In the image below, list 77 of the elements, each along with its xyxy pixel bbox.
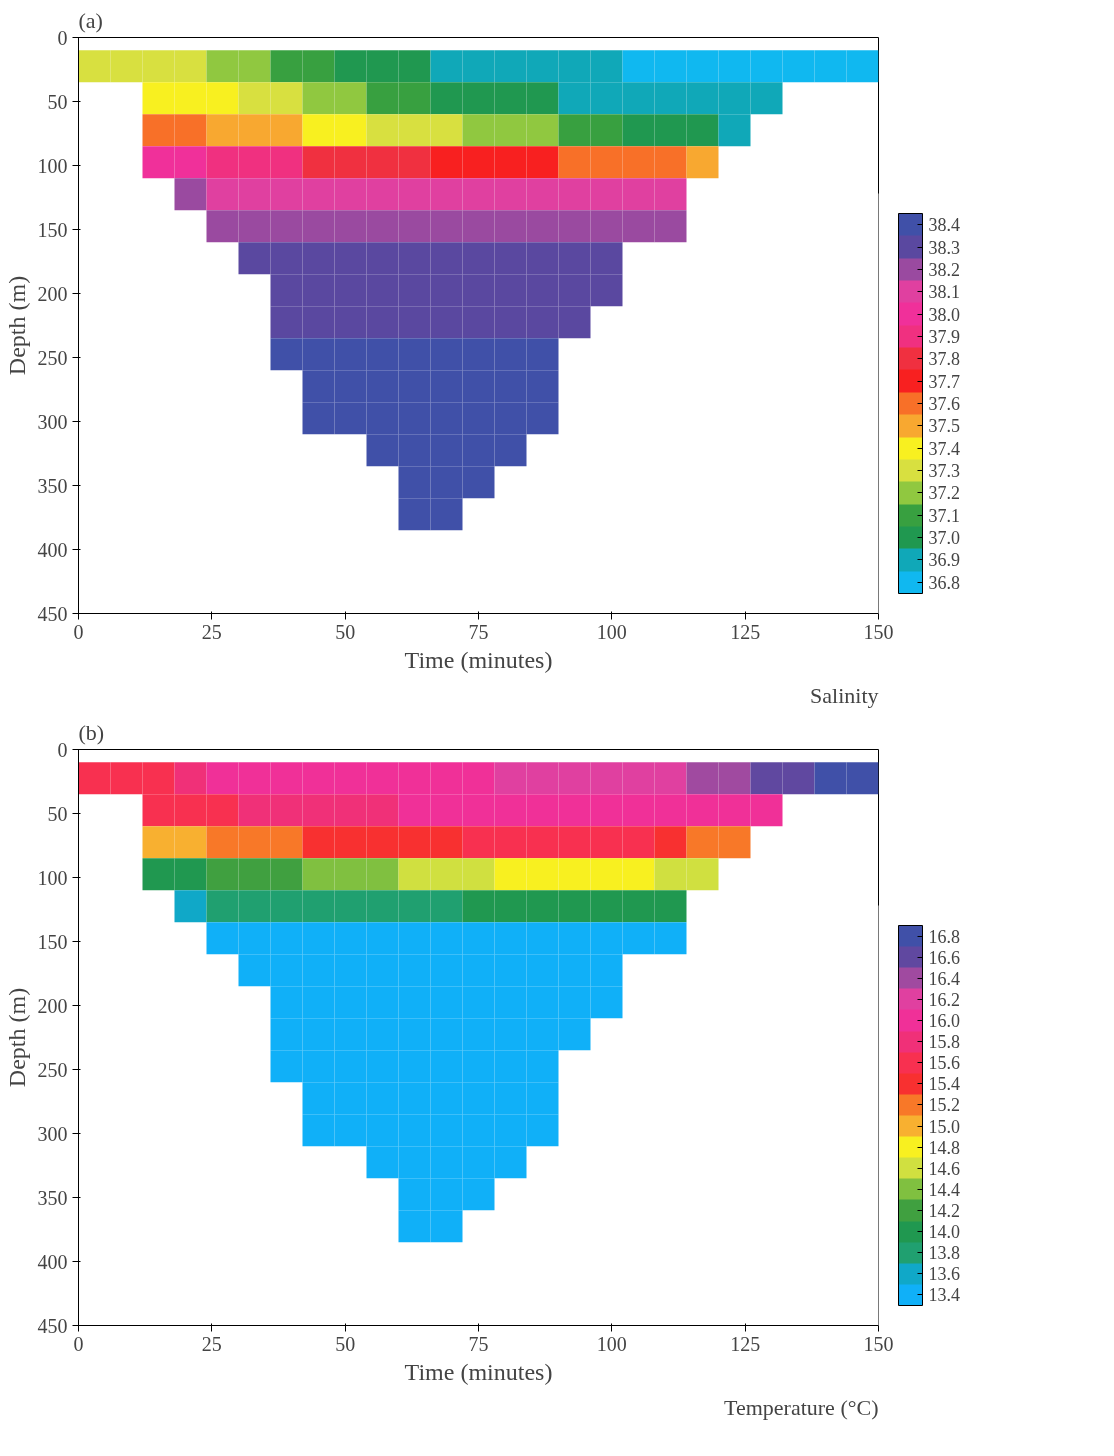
color-bar-title: Temperature (°C) xyxy=(724,1394,879,1420)
x-tick-label: 0 xyxy=(73,1332,84,1355)
color-bar-label: 15.0 xyxy=(928,1116,960,1137)
x-tick-label: 100 xyxy=(596,1332,627,1355)
color-bar-label: 14.2 xyxy=(928,1201,960,1221)
x-tick-label: 25 xyxy=(201,1332,222,1355)
color-bar-label: 16.0 xyxy=(928,1011,960,1031)
y-tick-label: 100 xyxy=(37,866,68,889)
y-tick-label: 450 xyxy=(37,602,68,625)
color-bar-label: 14.0 xyxy=(928,1222,960,1243)
y-tick-label: 400 xyxy=(37,538,68,561)
x-tick-label: 100 xyxy=(596,620,627,643)
color-bar-label: 16.2 xyxy=(928,989,960,1010)
x-tick-label: 125 xyxy=(730,620,761,643)
x-axis-title: Time (minutes) xyxy=(404,1358,553,1385)
color-bar-label: 38.3 xyxy=(928,237,960,258)
y-tick-label: 0 xyxy=(57,26,68,49)
y-tick-label: 250 xyxy=(37,1058,68,1081)
y-axis-title: Depth (m) xyxy=(3,275,30,376)
x-tick-label: 75 xyxy=(468,620,489,643)
color-bar-label: 14.8 xyxy=(928,1137,960,1158)
y-tick-label: 100 xyxy=(37,154,68,177)
y-tick-label: 50 xyxy=(47,802,68,825)
color-bar-label: 15.8 xyxy=(928,1032,960,1053)
x-tick-label: 50 xyxy=(335,1332,356,1355)
x-tick-label: 0 xyxy=(73,620,84,643)
color-bar-label: 37.2 xyxy=(928,483,960,504)
color-bar-label: 37.0 xyxy=(928,528,960,549)
color-bar-label: 13.6 xyxy=(928,1264,960,1285)
x-tick-label: 150 xyxy=(863,620,894,643)
color-bar-label: 13.8 xyxy=(928,1243,960,1264)
color-bar-label: 38.1 xyxy=(928,282,960,303)
color-bar-label: 38.2 xyxy=(928,259,960,280)
color-bar-label: 37.9 xyxy=(928,326,960,347)
x-tick-label: 25 xyxy=(201,620,222,643)
color-bar-label: 37.1 xyxy=(928,505,960,526)
color-bar-label: 16.8 xyxy=(928,926,960,947)
y-tick-label: 350 xyxy=(37,474,68,497)
color-bar-label: 37.3 xyxy=(928,461,960,482)
color-bar-label: 15.2 xyxy=(928,1095,960,1116)
color-bar-label: 37.7 xyxy=(928,371,960,392)
y-tick-label: 200 xyxy=(37,282,68,305)
y-tick-label: 450 xyxy=(37,1314,68,1337)
color-bar-label: 16.6 xyxy=(928,947,960,968)
chart-title: (b) xyxy=(78,719,105,745)
color-bar-label: 37.4 xyxy=(928,438,960,459)
color-bar-label: 15.6 xyxy=(928,1053,960,1074)
y-tick-label: 300 xyxy=(37,410,68,433)
x-tick-label: 50 xyxy=(335,620,356,643)
y-tick-label: 350 xyxy=(37,1186,68,1209)
y-tick-label: 300 xyxy=(37,1122,68,1145)
y-axis-title: Depth (m) xyxy=(3,987,30,1088)
color-bar-label: 16.4 xyxy=(928,968,960,989)
color-bar-label: 37.6 xyxy=(928,394,960,414)
y-tick-label: 400 xyxy=(37,1250,68,1273)
x-tick-label: 150 xyxy=(863,1332,894,1355)
color-bar-label: 37.5 xyxy=(928,416,960,437)
y-tick-label: 150 xyxy=(37,930,68,953)
y-tick-label: 150 xyxy=(37,218,68,241)
x-axis-title: Time (minutes) xyxy=(404,646,553,673)
color-bar-label: 36.9 xyxy=(928,550,960,571)
color-bar-label: 14.6 xyxy=(928,1158,960,1179)
color-bar-label: 38.4 xyxy=(928,215,960,236)
chart-title: (a) xyxy=(78,7,103,33)
x-tick-label: 75 xyxy=(468,1332,489,1355)
y-tick-label: 50 xyxy=(47,90,68,113)
color-bar-label: 38.0 xyxy=(928,304,960,325)
color-bar-title: Salinity xyxy=(810,682,879,708)
color-bar-label: 13.4 xyxy=(928,1285,960,1306)
color-bar-label: 14.4 xyxy=(928,1179,960,1200)
color-bar-label: 37.8 xyxy=(928,349,960,370)
x-tick-label: 125 xyxy=(730,1332,761,1355)
y-tick-label: 250 xyxy=(37,346,68,369)
y-tick-label: 200 xyxy=(37,994,68,1017)
color-bar-label: 15.4 xyxy=(928,1074,960,1095)
color-bar-label: 36.8 xyxy=(928,572,960,593)
y-tick-label: 0 xyxy=(57,738,68,761)
